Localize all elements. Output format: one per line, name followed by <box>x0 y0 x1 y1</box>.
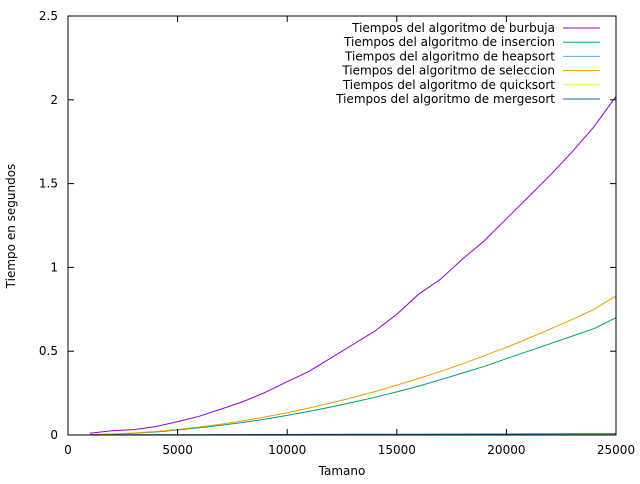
legend-label-2: Tiempos del algoritmo de insercion <box>343 35 555 49</box>
legend-label-3: Tiempos del algoritmo de heapsort <box>344 49 555 63</box>
y-tick-label-1: 0.5 <box>39 344 58 358</box>
x-tick-label-3: 15000 <box>378 443 416 457</box>
x-axis-label: Tamano <box>318 464 366 478</box>
series-line-4 <box>90 296 616 435</box>
y-tick-label-5: 2.5 <box>39 9 58 23</box>
x-tick-label-2: 10000 <box>268 443 306 457</box>
legend-label-1: Tiempos del algoritmo de burbuja <box>351 21 555 35</box>
y-tick-label-4: 2 <box>50 93 58 107</box>
legend: Tiempos del algoritmo de burbujaTiempos … <box>335 21 600 106</box>
legend-label-6: Tiempos del algoritmo de mergesort <box>335 92 555 106</box>
x-tick-label-1: 5000 <box>162 443 193 457</box>
y-tick-label-0: 0 <box>50 428 58 442</box>
y-tick-label-2: 1 <box>50 260 58 274</box>
x-tick-label-0: 0 <box>64 443 72 457</box>
legend-label-5: Tiempos del algoritmo de quicksort <box>342 78 555 92</box>
series-line-1 <box>90 96 616 433</box>
x-tick-label-5: 25000 <box>597 443 635 457</box>
y-tick-label-3: 1.5 <box>39 177 58 191</box>
legend-label-4: Tiempos del algoritmo de seleccion <box>341 64 555 78</box>
x-tick-label-4: 20000 <box>487 443 525 457</box>
y-axis-label: Tiempo en segundos <box>4 164 18 290</box>
